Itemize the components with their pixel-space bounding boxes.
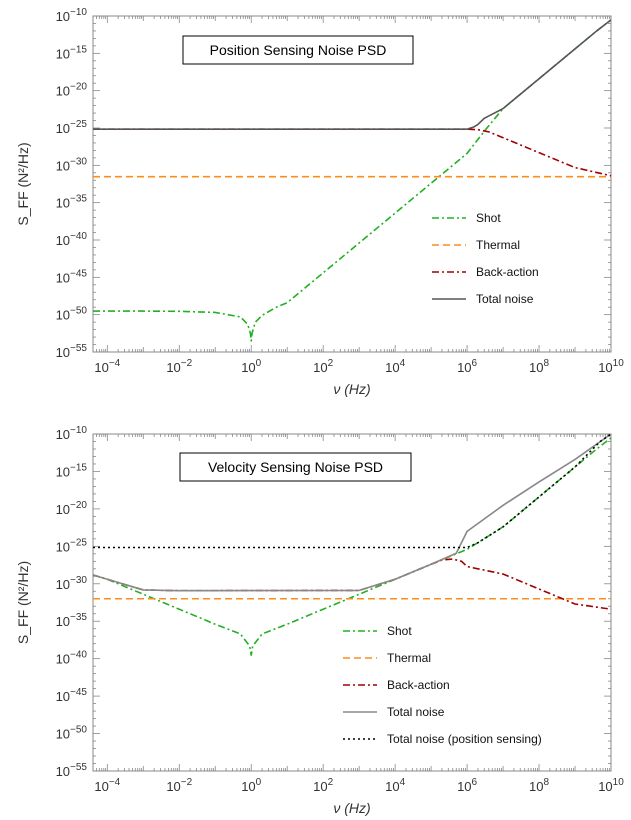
legend-label-2: Back-action bbox=[387, 678, 450, 692]
series-line-2 bbox=[93, 559, 611, 609]
chart-title: Position Sensing Noise PSD bbox=[210, 42, 387, 58]
y-tick-label: 10−20 bbox=[56, 500, 88, 517]
x-tick-label: 102 bbox=[313, 777, 333, 794]
legend-label-3: Total noise bbox=[387, 705, 445, 719]
chart-title: Velocity Sensing Noise PSD bbox=[208, 459, 383, 475]
y-tick-label: 10−30 bbox=[56, 156, 88, 173]
series-line-2 bbox=[93, 129, 611, 176]
legend-label-0: Shot bbox=[387, 624, 412, 638]
y-tick-label: 10−15 bbox=[56, 462, 88, 479]
plot-frame bbox=[93, 434, 611, 771]
chart-position-sensing: 10−4 10−2 100 102 104 106 108 1010 10−10 10−15 10−… bbox=[15, 7, 624, 397]
y-axis-label: S_FF (N²/Hz) bbox=[15, 142, 31, 225]
y-tick-label: 10−20 bbox=[56, 82, 88, 99]
y-axis-label: S_FF (N²/Hz) bbox=[15, 561, 31, 644]
y-tick-label: 10−45 bbox=[56, 687, 88, 704]
y-tick-label: 10−35 bbox=[56, 194, 88, 211]
x-tick-label: 10−4 bbox=[94, 777, 120, 794]
y-tick-label: 10−55 bbox=[56, 762, 88, 779]
chart-velocity-sensing: 10−4 10−2 100 102 104 106 108 1010 10−10 10−15 10−… bbox=[15, 425, 624, 816]
y-tick-label: 10−40 bbox=[56, 231, 88, 248]
y-tick-label: 10−45 bbox=[56, 268, 88, 285]
y-tick-label: 10−30 bbox=[56, 575, 88, 592]
x-axis-label: ν (Hz) bbox=[333, 800, 370, 816]
x-tick-label: 1010 bbox=[598, 358, 624, 375]
legend-label-0: Shot bbox=[476, 211, 501, 225]
y-tick-label: 10−50 bbox=[56, 725, 88, 742]
x-tick-label: 10−4 bbox=[94, 358, 120, 375]
x-tick-label: 108 bbox=[529, 777, 549, 794]
x-axis-label: ν (Hz) bbox=[333, 381, 370, 397]
y-tick-label: 10−55 bbox=[56, 343, 88, 360]
legend: Shot Thermal Back-action Total noise Total n… bbox=[343, 624, 542, 746]
x-tick-label: 10−2 bbox=[166, 777, 192, 794]
legend-label-1: Thermal bbox=[476, 238, 520, 252]
legend-label-3: Total noise bbox=[476, 292, 534, 306]
x-tick-label: 102 bbox=[313, 358, 333, 375]
y-tick-label: 10−35 bbox=[56, 612, 88, 629]
x-tick-label: 100 bbox=[241, 777, 261, 794]
legend: Shot Thermal Back-action Total noise bbox=[432, 211, 539, 306]
y-tick-label: 10−15 bbox=[56, 44, 88, 61]
y-tick-label: 10−10 bbox=[56, 425, 88, 442]
y-tick-label: 10−25 bbox=[56, 119, 88, 136]
y-tick-label: 10−50 bbox=[56, 306, 88, 323]
x-tick-label: 108 bbox=[529, 358, 549, 375]
ticks bbox=[93, 434, 611, 771]
series-line-4 bbox=[93, 434, 611, 547]
x-tick-label: 104 bbox=[385, 777, 405, 794]
legend-label-2: Back-action bbox=[476, 265, 539, 279]
x-tick-label: 10−2 bbox=[166, 358, 192, 375]
x-tick-label: 1010 bbox=[598, 777, 624, 794]
legend-label-1: Thermal bbox=[387, 651, 431, 665]
y-tick-label: 10−10 bbox=[56, 7, 88, 24]
x-tick-label: 106 bbox=[457, 777, 477, 794]
y-tick-label: 10−25 bbox=[56, 537, 88, 554]
x-tick-label: 100 bbox=[241, 358, 261, 375]
x-tick-label: 104 bbox=[385, 358, 405, 375]
legend-label-4: Total noise (position sensing) bbox=[387, 732, 542, 746]
y-tick-label: 10−40 bbox=[56, 650, 88, 667]
x-tick-label: 106 bbox=[457, 358, 477, 375]
